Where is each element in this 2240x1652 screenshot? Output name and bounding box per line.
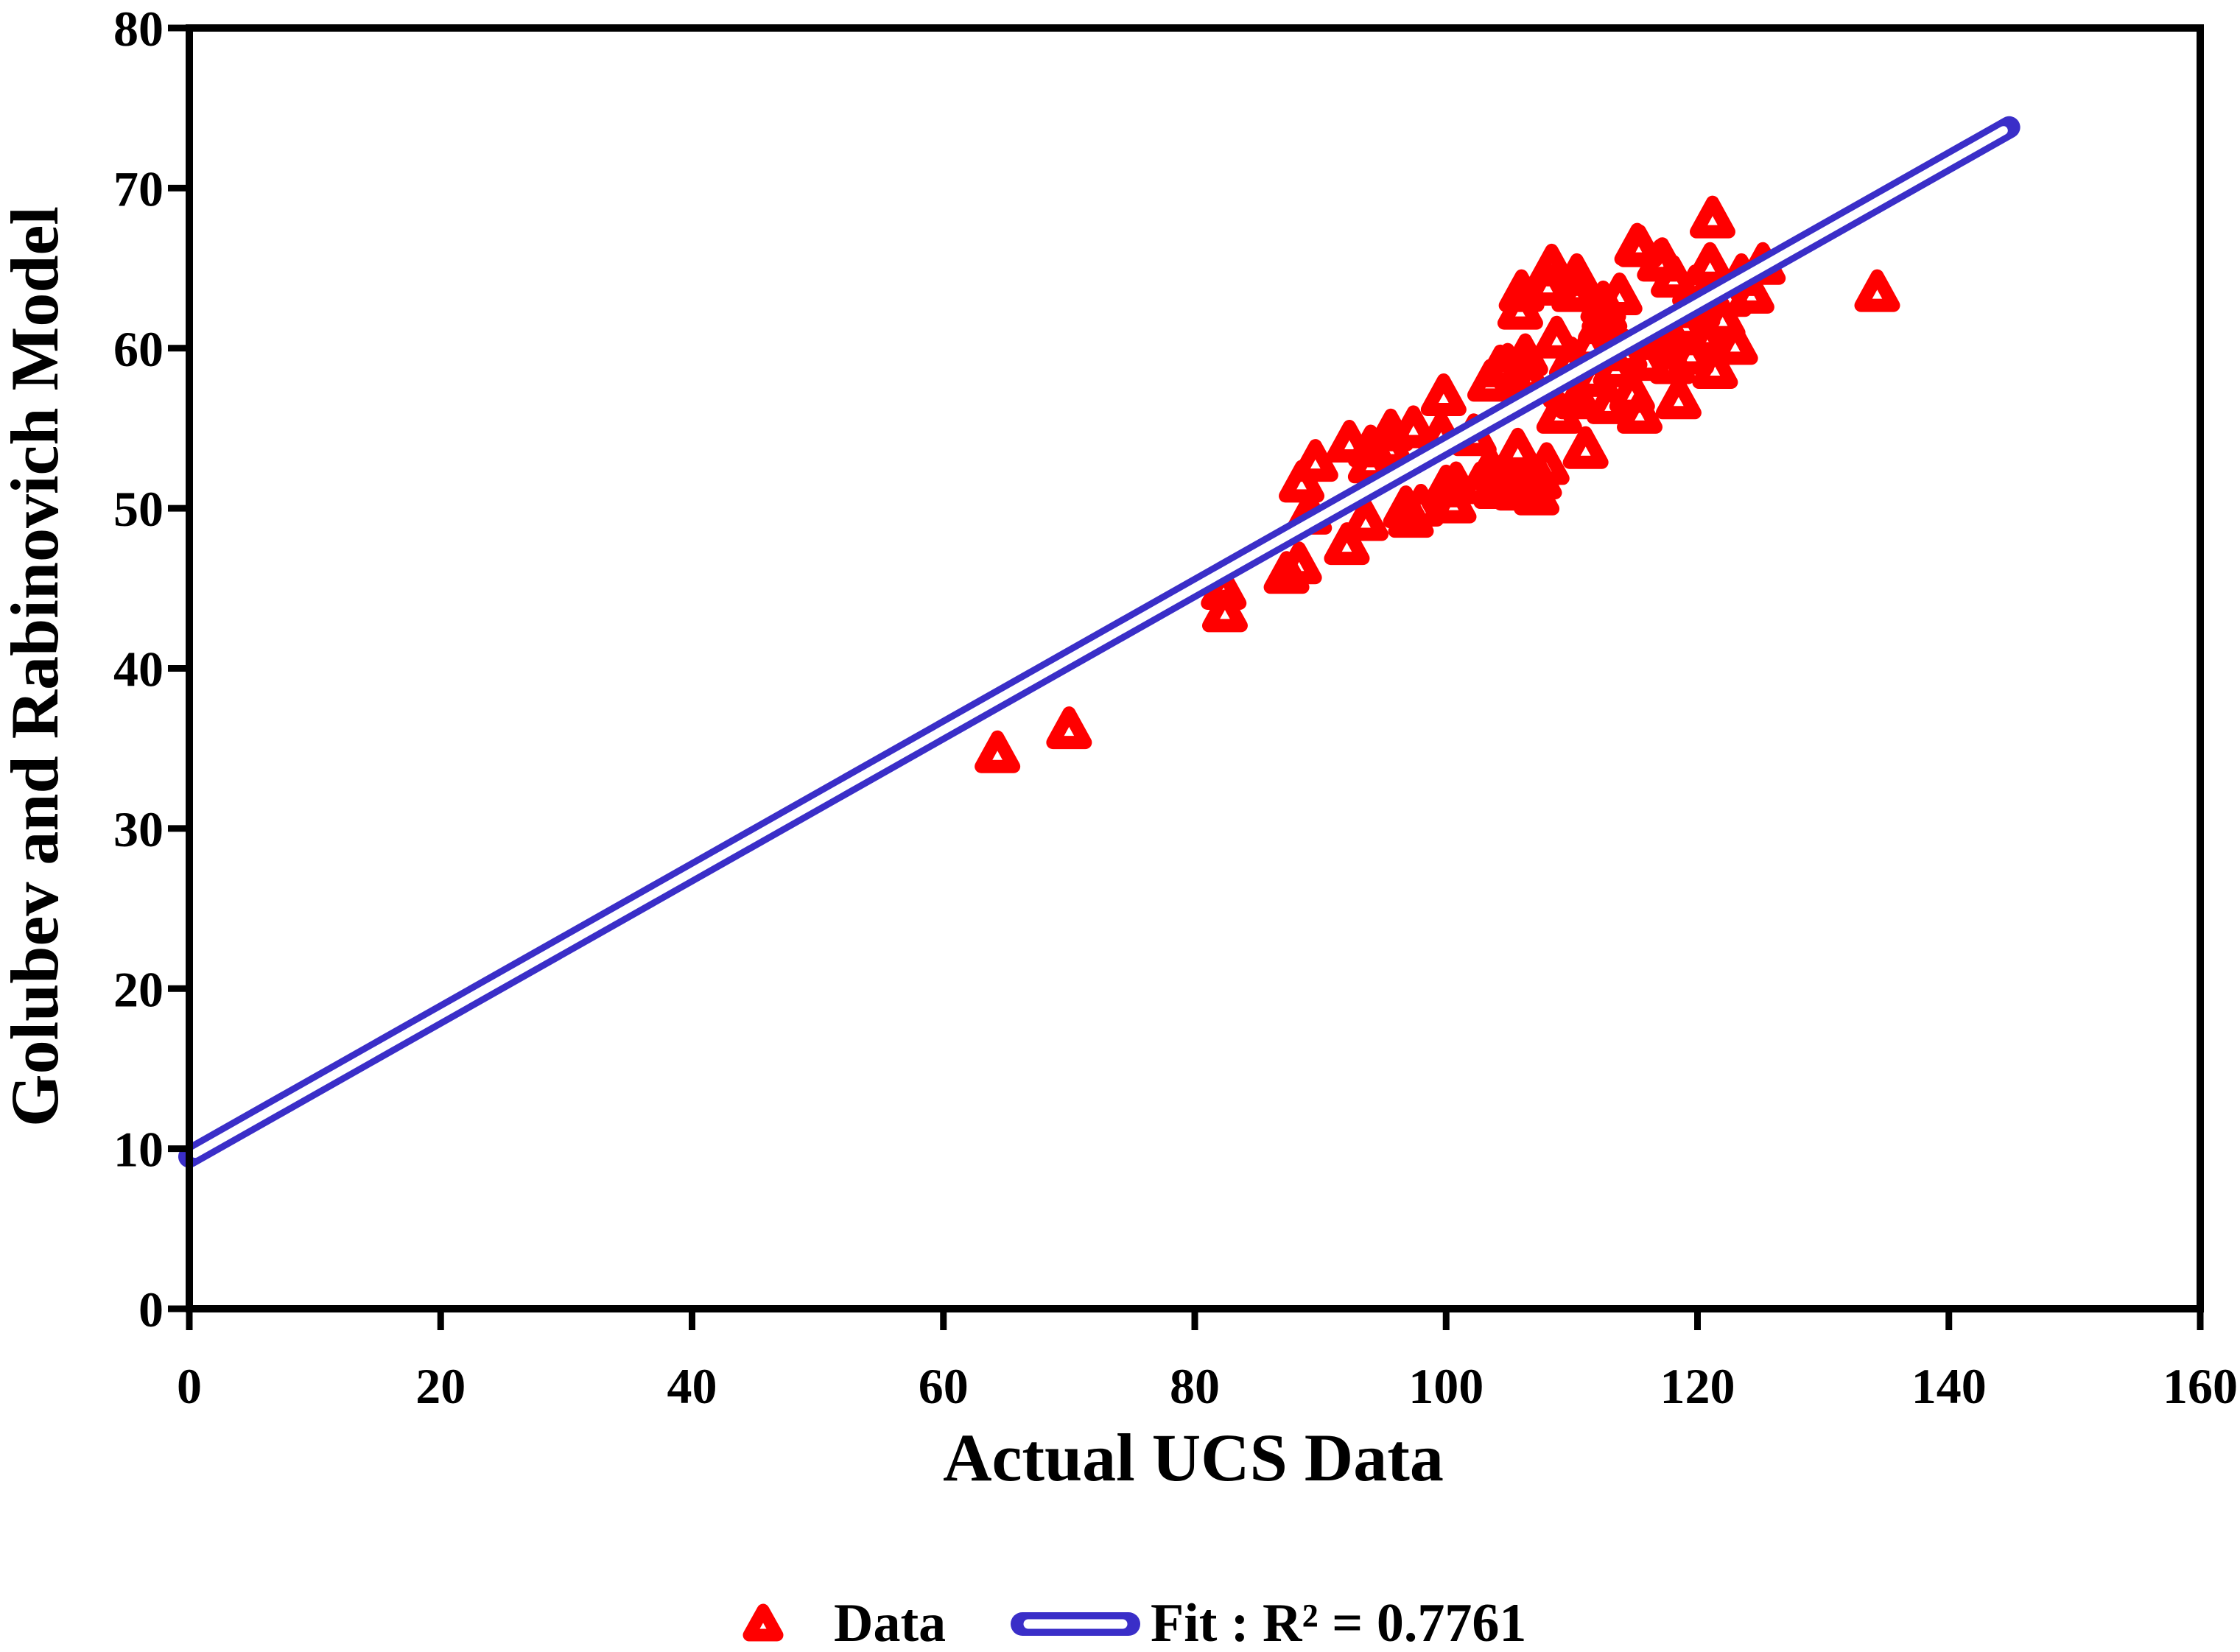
data-point-marker <box>1692 346 1738 390</box>
data-point-marker <box>1528 243 1575 287</box>
data-point-marker <box>1390 405 1436 449</box>
data-series-markers <box>975 195 1900 773</box>
legend-data-label: Data <box>834 1593 946 1652</box>
data-point-marker <box>1433 461 1479 505</box>
y-tick-label: 70 <box>113 161 164 217</box>
data-point-marker <box>1276 541 1322 585</box>
y-axis-title: Golubev and Rabinovich Model <box>0 206 72 1127</box>
fit-line-core <box>190 126 2008 1159</box>
y-tick-label: 50 <box>113 481 164 537</box>
data-point-marker <box>1655 376 1702 420</box>
data-point-marker <box>1596 273 1643 316</box>
axes <box>168 24 2204 1330</box>
data-point-marker <box>1523 442 1570 485</box>
x-tick-label: 0 <box>177 1358 202 1414</box>
data-point-marker <box>1689 195 1735 239</box>
data-point-marker <box>1854 269 1900 312</box>
data-point-marker <box>1046 706 1092 750</box>
data-point-marker <box>1343 498 1389 541</box>
y-tick-label: 10 <box>113 1122 164 1178</box>
x-tick-label: 20 <box>415 1358 466 1414</box>
x-axis-title: Actual UCS Data <box>943 1420 1444 1495</box>
x-tick-label: 160 <box>2163 1358 2238 1414</box>
tick-labels: 0 20 40 60 80 100 120 140 160 0 10 20 30 40 50 60 70 80 <box>113 1 2238 1414</box>
data-point-marker <box>1495 427 1541 471</box>
x-tick-label: 100 <box>1408 1358 1484 1414</box>
x-tick-label: 60 <box>919 1358 969 1414</box>
data-point-marker <box>1326 420 1372 463</box>
data-point-marker <box>1699 296 1746 340</box>
data-point-marker <box>1534 315 1580 359</box>
y-tick-label: 60 <box>113 321 164 377</box>
y-tick-label: 0 <box>138 1282 164 1338</box>
x-tick-label: 80 <box>1170 1358 1220 1414</box>
data-point-marker <box>1651 255 1697 298</box>
legend-data-marker-icon <box>742 1603 784 1642</box>
fit-line <box>178 116 2020 1168</box>
data-point-marker <box>1617 224 1663 267</box>
data-point-marker <box>1557 267 1604 311</box>
data-point-marker <box>1201 589 1248 633</box>
data-point-marker <box>1555 376 1601 420</box>
data-point-marker <box>1324 522 1370 566</box>
x-tick-label: 40 <box>667 1358 717 1414</box>
data-point-marker <box>1687 242 1733 285</box>
legend: Data Fit : R² = 0.7761 <box>742 1593 1526 1652</box>
data-point-marker <box>1617 390 1663 434</box>
data-point-marker <box>1712 322 1758 365</box>
data-point-marker <box>1562 426 1609 469</box>
plot-border <box>186 24 2204 1312</box>
data-point-marker <box>1728 270 1774 314</box>
y-tick-label: 30 <box>113 801 164 857</box>
x-tick-label: 140 <box>1911 1358 1987 1414</box>
y-tick-label: 40 <box>113 642 164 697</box>
y-tick-label: 80 <box>113 1 164 57</box>
data-point-marker <box>1420 373 1467 416</box>
x-tick-label: 120 <box>1660 1358 1735 1414</box>
data-point-marker <box>975 730 1021 773</box>
legend-fit-label: Fit : R² = 0.7761 <box>1151 1593 1526 1652</box>
data-point-marker <box>1292 439 1338 482</box>
y-tick-label: 20 <box>113 961 164 1017</box>
